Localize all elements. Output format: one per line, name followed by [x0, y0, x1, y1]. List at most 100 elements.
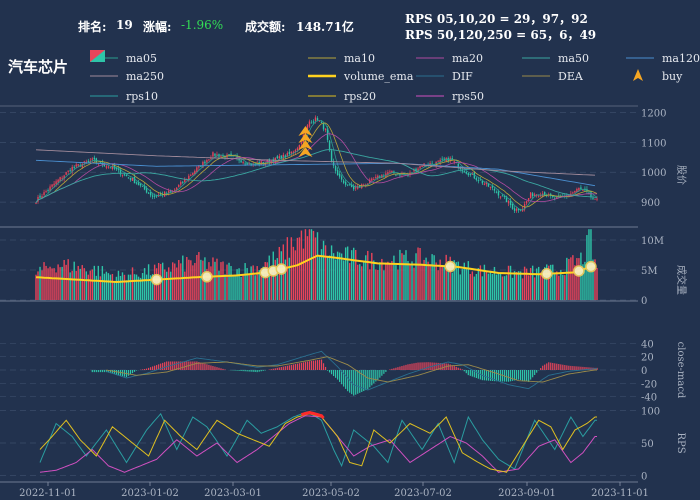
volume-bar — [465, 267, 468, 300]
volume-bar — [192, 265, 194, 300]
macd-bar — [109, 370, 111, 374]
volume-bar — [375, 269, 377, 300]
candle — [184, 179, 186, 183]
macd-bar — [260, 370, 262, 372]
candle — [200, 165, 202, 167]
macd-bar — [578, 366, 580, 370]
volume-bar — [453, 260, 455, 300]
macd-bar — [113, 370, 116, 375]
candle — [151, 195, 154, 197]
candle — [35, 202, 37, 204]
macd-bar — [248, 370, 250, 372]
macd-bar — [550, 362, 552, 370]
candle — [580, 187, 582, 190]
candle — [443, 158, 445, 160]
volume-bar — [352, 247, 355, 300]
macd-bar — [178, 361, 180, 370]
volume-bar — [226, 264, 228, 300]
volume-bar — [246, 268, 248, 300]
macd-bar — [176, 361, 178, 370]
candle — [300, 142, 303, 145]
volume-bar — [433, 255, 435, 300]
volume-bar — [425, 257, 427, 300]
candle — [47, 190, 49, 192]
volume-bar — [533, 277, 536, 300]
volume-bar — [340, 253, 343, 300]
macd-bar — [345, 370, 347, 389]
macd-bar — [204, 363, 206, 370]
volume-bar — [431, 254, 433, 300]
volume-bar — [529, 267, 532, 300]
volume-bar — [505, 275, 508, 300]
macd-bar — [361, 370, 363, 392]
legend-item-ma10: ma10 — [308, 52, 375, 65]
volume-bar — [320, 249, 323, 300]
macd-bar — [190, 361, 192, 370]
macd-bar — [320, 359, 323, 370]
macd-bar — [566, 365, 568, 370]
candle — [318, 120, 321, 122]
volume-bars — [35, 229, 598, 300]
volume-bar — [302, 248, 305, 300]
buy-marker — [298, 140, 313, 150]
macd-bar — [135, 370, 138, 371]
candle — [204, 161, 206, 164]
macd-axis-title: close-macd — [675, 342, 686, 399]
volume-bar — [81, 265, 83, 300]
volume-bar — [381, 258, 383, 300]
volume-bar — [548, 265, 550, 300]
macd-bar — [546, 363, 548, 370]
candle — [210, 157, 212, 159]
macd-bar — [580, 366, 582, 370]
macd-bar — [511, 370, 514, 381]
macd-bar — [576, 366, 578, 370]
macd-bar — [391, 368, 393, 370]
volume-bar — [437, 270, 439, 300]
legend-item-ma250: ma250 — [90, 70, 164, 83]
candle — [340, 176, 343, 180]
legend-item-DEA: DEA — [522, 70, 584, 83]
turnover-value: 148.71亿 — [296, 20, 354, 34]
candle — [499, 196, 502, 198]
candle — [41, 196, 43, 199]
legend-label: ma120 — [662, 52, 700, 65]
candle — [51, 184, 53, 187]
ma05-line — [35, 120, 598, 211]
volume-bar — [165, 271, 168, 300]
volume-bar — [365, 255, 367, 300]
volume-bar — [517, 271, 520, 300]
candle — [531, 193, 534, 197]
candle — [471, 173, 474, 175]
volume-bar — [367, 250, 369, 300]
candle — [582, 189, 584, 191]
macd-bar — [341, 370, 343, 385]
volume-bar — [220, 262, 222, 300]
candle — [69, 170, 71, 172]
macd-bar — [131, 370, 134, 374]
candle — [284, 155, 287, 158]
candle — [252, 163, 254, 166]
volume-bar — [594, 259, 596, 300]
volume-bar — [119, 275, 122, 300]
candle — [55, 181, 57, 185]
candle — [149, 192, 152, 196]
macd-bar — [129, 370, 132, 375]
rps-axis-title: RPS — [675, 432, 686, 453]
volume-bar — [248, 273, 250, 300]
candle — [298, 145, 301, 150]
volume-bar — [401, 253, 403, 300]
candle — [242, 162, 244, 164]
macd-bar — [141, 369, 144, 370]
volume-bar — [346, 246, 349, 300]
volume-bar — [264, 261, 266, 300]
macd-bar — [522, 370, 524, 381]
volume-bar — [254, 275, 256, 300]
volume-bar — [397, 269, 399, 300]
candle — [324, 128, 327, 131]
candle — [437, 160, 439, 162]
volume-bar — [411, 261, 413, 300]
macd-bar — [463, 370, 465, 372]
volume-bar — [109, 274, 112, 300]
volume-bar — [419, 248, 421, 300]
candle — [503, 195, 506, 197]
